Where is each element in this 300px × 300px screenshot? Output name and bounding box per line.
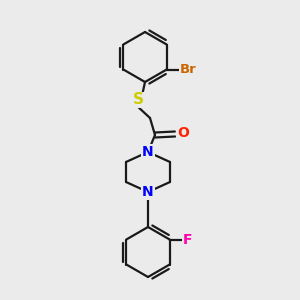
Text: N: N	[142, 185, 154, 199]
Text: S: S	[133, 92, 143, 107]
Text: F: F	[183, 232, 192, 247]
Text: N: N	[142, 145, 154, 159]
Text: Br: Br	[179, 63, 196, 76]
Text: O: O	[177, 126, 189, 140]
